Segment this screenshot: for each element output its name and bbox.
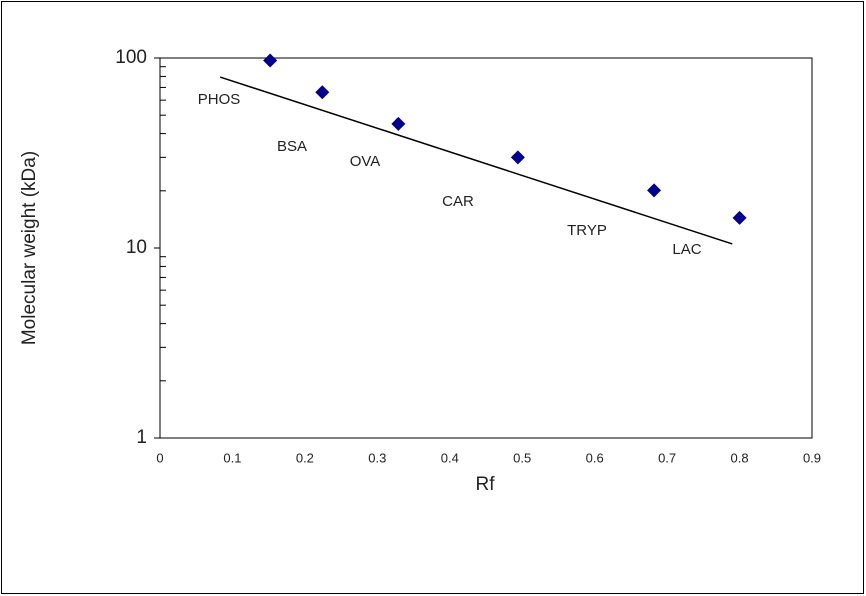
point-label: OVA — [350, 153, 381, 170]
y-tick-label: 1 — [136, 427, 147, 448]
point — [647, 183, 662, 198]
plot-area — [159, 57, 813, 439]
point — [732, 210, 747, 225]
point — [510, 150, 525, 165]
x-tick-label: 0.4 — [441, 450, 459, 465]
y-tick-label: 10 — [126, 237, 147, 258]
x-tick-label: 0.1 — [223, 450, 241, 465]
point — [263, 53, 278, 68]
point-label: LAC — [672, 241, 701, 258]
x-tick-label: 0.9 — [803, 450, 821, 465]
point — [391, 116, 406, 131]
x-tick-label: 0.5 — [513, 450, 531, 465]
trendline — [219, 76, 733, 245]
y-tick-label: 100 — [115, 47, 147, 68]
x-tick-label: 0.6 — [586, 450, 604, 465]
x-axis-label: Rf — [476, 474, 496, 495]
point-label: TRYP — [567, 222, 607, 239]
x-tick-label: 0.7 — [658, 450, 676, 465]
point — [315, 85, 330, 100]
x-tick-label: 0 — [156, 450, 163, 465]
x-tick-label: 0.8 — [731, 450, 749, 465]
x-tick-label: 0.3 — [368, 450, 386, 465]
point-label: BSA — [277, 138, 307, 155]
x-tick-label: 0.2 — [296, 450, 314, 465]
point-label: CAR — [442, 193, 474, 210]
point-label: PHOS — [198, 91, 241, 108]
y-axis-label: Molecular weight (kDa) — [19, 151, 40, 345]
